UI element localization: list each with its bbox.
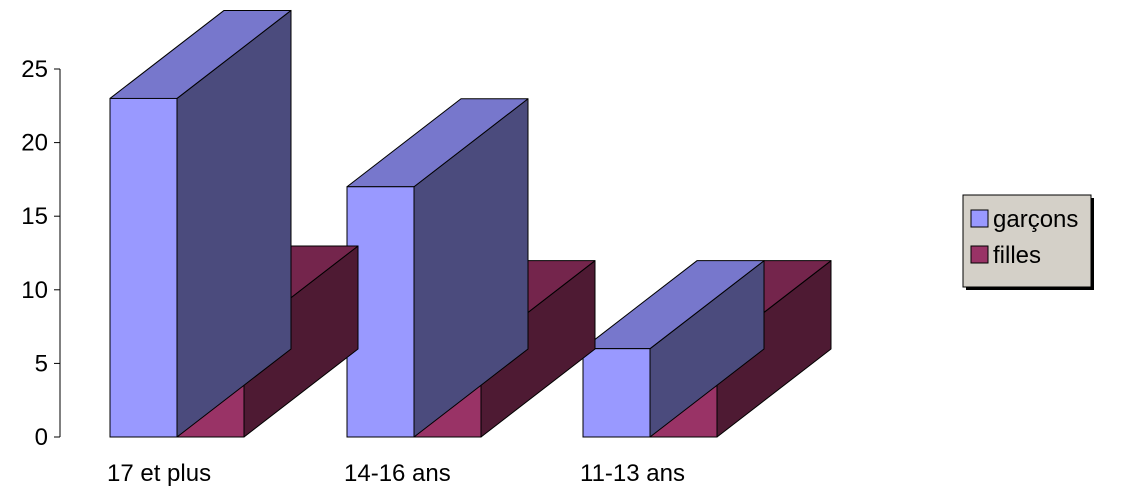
bar-garcons	[346, 98, 529, 438]
y-tick-label: 25	[21, 56, 48, 83]
x-tick-label: 14-16 ans	[344, 460, 451, 487]
bar-front-face	[109, 97, 178, 438]
bar-front-face	[582, 348, 651, 438]
bar-garcons	[109, 9, 292, 438]
y-tick-label: 15	[21, 203, 48, 230]
legend-swatch	[970, 209, 989, 228]
x-tick-label: 11-13 ans	[580, 460, 685, 487]
legend: garçons filles	[962, 194, 1094, 290]
y-axis: 0 5 10 15 20 25	[21, 56, 61, 451]
y-tick-label: 5	[35, 350, 48, 377]
bar-garcons	[582, 260, 765, 438]
legend-entry: garçons	[993, 206, 1078, 233]
category-labels: 17 et plus 14-16 ans 11-13 ans	[107, 460, 685, 487]
bars	[109, 9, 832, 438]
legend-entry: filles	[993, 242, 1041, 269]
y-tick-label: 0	[35, 424, 48, 451]
x-tick-label: 17 et plus	[107, 460, 211, 487]
legend-swatch	[970, 245, 989, 264]
y-tick-label: 10	[21, 277, 48, 304]
y-tick-label: 20	[21, 130, 48, 157]
